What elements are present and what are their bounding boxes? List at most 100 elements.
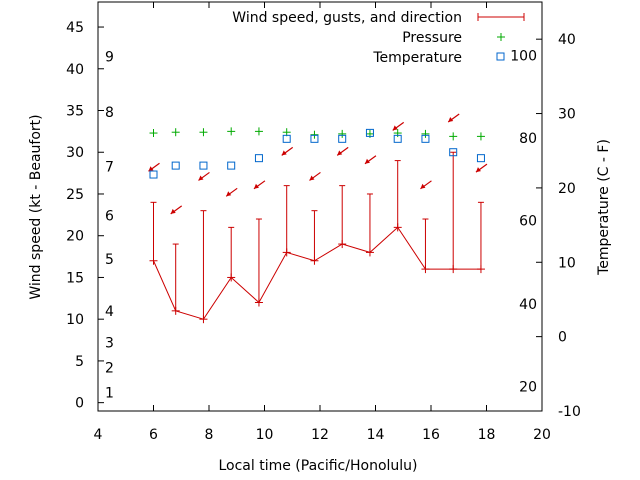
legend-swatch-temperature [496,52,505,61]
y-axis-label: Wind speed (kt - Beaufort) [28,114,44,299]
legend: Wind speed, gusts, and direction Pressur… [232,10,525,66]
beaufort-label: 7 [105,159,114,175]
temperature-point [365,128,374,137]
temperature-point [338,134,347,143]
wind-series [149,151,485,324]
y-tick-label: 45 [66,20,84,36]
wind-arrow-head [448,117,454,123]
y-tick-label: 10 [66,312,84,328]
wind-arrow [281,146,294,156]
y-tick-label: 5 [75,354,84,370]
wind-arrow [309,171,321,181]
temperature-point [149,170,158,179]
wind-arrow [475,163,488,173]
wind-direction-arrows [148,113,488,215]
wind-arrow [170,205,183,215]
x-tick-label: 6 [149,427,158,443]
temperature-point [199,161,208,170]
y-tick-label: 20 [66,229,84,245]
wind-speed-line [153,226,481,320]
x-tick-label: 10 [256,427,274,443]
wind-arrow-head [475,167,481,173]
wind-arrow [225,187,238,197]
fahrenheit-label: 100 [510,49,537,65]
x-tick-label: 20 [533,427,551,443]
x-axis-label: Local time (Pacific/Honolulu) [218,458,417,474]
y-tick-label: 15 [66,270,84,286]
x-tick-label: 18 [478,427,496,443]
wind-arrow-head [198,175,204,181]
temperature-point [393,134,402,143]
y2-tick-label: 10 [558,255,576,271]
wind-arrow-head [281,150,287,156]
temperature-point [476,154,485,163]
temperature-point [421,134,430,143]
legend-swatch-wind [477,13,525,21]
beaufort-label: 3 [105,336,114,352]
temperature-point [282,134,291,143]
wind-arrow [253,180,266,190]
legend-swatch-pressure [497,33,505,41]
wind-arrow [364,155,377,165]
legend-label-pressure: Pressure [402,30,462,46]
beaufort-label: 9 [105,49,114,65]
wind-arrow-head [337,150,343,156]
x-tick-label: 12 [311,427,329,443]
legend-label-wind: Wind speed, gusts, and direction [232,10,462,26]
beaufort-label: 8 [105,105,114,121]
beaufort-label: 4 [105,304,114,320]
wind-arrow-head [364,158,370,164]
fahrenheit-scale: 20 40 60 80 100 [510,49,537,396]
y-tick-label: 0 [75,396,84,412]
wind-arrow-head [170,208,176,214]
y-tick-label: 40 [66,62,84,78]
x-axis: 4 6 8 10 12 14 16 18 20 [94,2,551,443]
y2-tick-label: 40 [558,32,576,48]
fahrenheit-label: 40 [519,297,537,313]
wind-arrow-head [253,183,259,189]
temperature-series [149,128,485,179]
y2-axis-label: Temperature (C - F) [596,139,612,276]
wind-arrow-head [420,183,426,189]
wind-arrow [392,121,405,131]
x-tick-label: 8 [205,427,214,443]
wind-arrow [447,113,460,123]
wind-arrow-head [309,175,315,181]
x-tick-label: 14 [367,427,385,443]
fahrenheit-label: 80 [519,131,537,147]
x-tick-label: 16 [422,427,440,443]
fahrenheit-label: 60 [519,214,537,230]
wind-arrow [198,171,210,181]
temperature-point [449,148,458,157]
wind-arrow-head [226,191,232,197]
beaufort-label: 6 [105,209,114,225]
beaufort-label: 1 [105,386,114,402]
x-tick-label: 4 [94,427,103,443]
fahrenheit-label: 20 [519,379,537,395]
y-axis-right: -10 0 10 20 30 40 [536,32,581,420]
wind-arrow-head [148,166,154,172]
temperature-point [254,154,263,163]
temperature-point [171,161,180,170]
temperature-point [227,161,236,170]
pressure-series [149,127,485,141]
y-axis-left: 0 5 10 15 20 25 30 35 40 45 [66,20,104,412]
temperature-point [310,134,319,143]
wind-arrow [148,162,160,172]
legend-label-temperature: Temperature [372,50,462,66]
plot-frame [97,1,543,412]
y-tick-label: 30 [66,145,84,161]
wind-arrow [336,146,349,156]
y2-tick-label: -10 [558,404,581,420]
y2-tick-label: 30 [558,107,576,123]
y-tick-label: 25 [66,187,84,203]
y2-tick-label: 20 [558,181,576,197]
wind-arrow [420,180,432,190]
y-tick-label: 35 [66,104,84,120]
beaufort-label: 5 [105,252,114,268]
y2-tick-label: 0 [558,330,567,346]
beaufort-scale: 1 2 3 4 5 6 7 8 9 [105,49,114,401]
wind-arrow-head [392,125,398,131]
beaufort-label: 2 [105,361,114,377]
